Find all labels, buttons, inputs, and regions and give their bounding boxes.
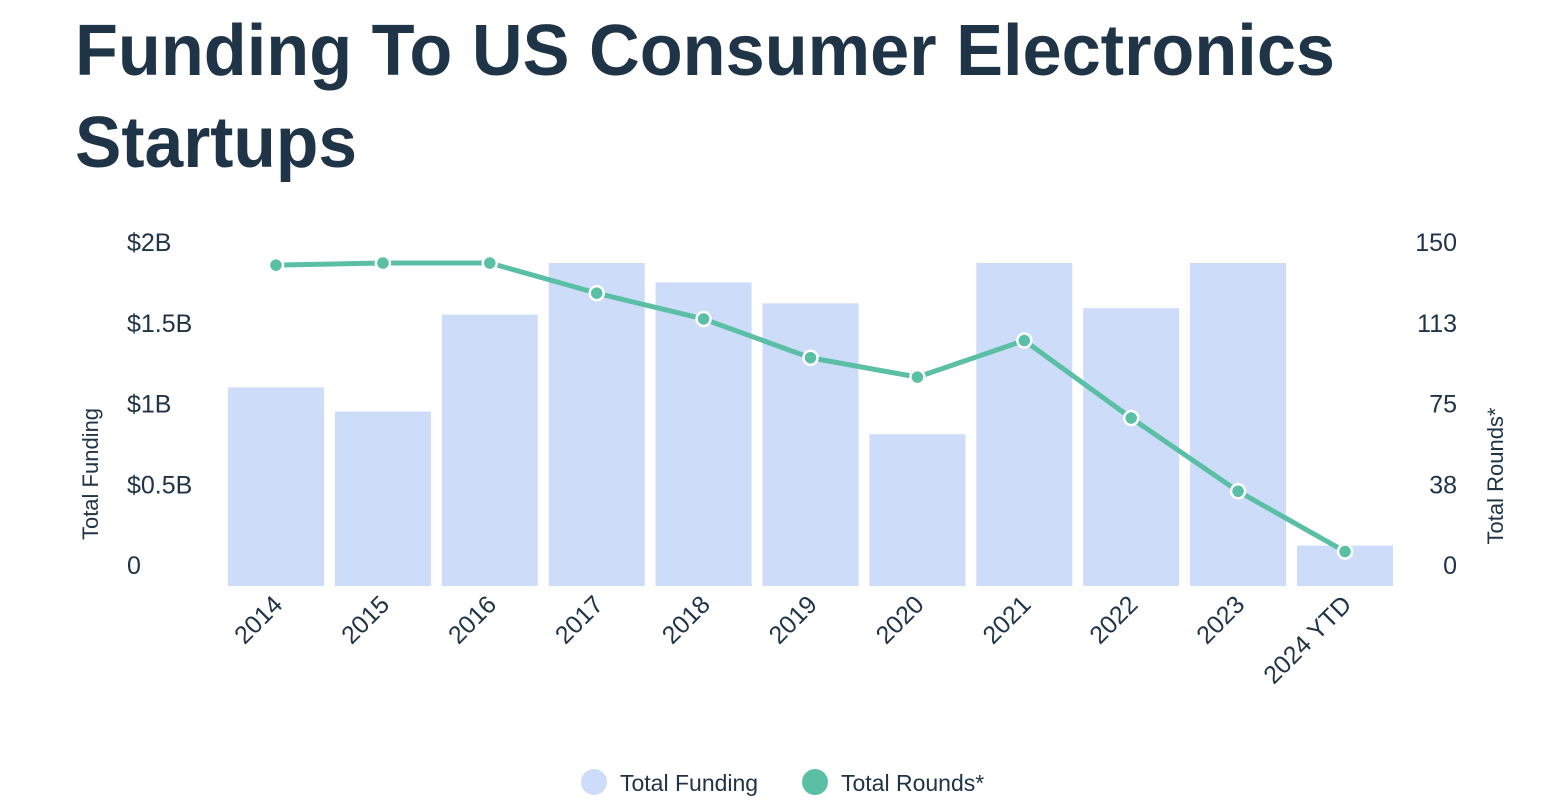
bar-series-total-funding (228, 263, 1393, 586)
left-tick-label-1-5b: $1.5B (127, 310, 192, 338)
right-tick-label-38: 38 (1429, 471, 1457, 499)
left-tick-label-1b: $1B (127, 391, 171, 419)
point-2016[interactable] (481, 254, 499, 272)
legend-swatch-total-funding (581, 769, 607, 795)
point-2015[interactable] (374, 254, 392, 272)
point-2024-ytd[interactable] (1336, 543, 1354, 560)
x-tick-label-2022: 2022 (1084, 590, 1143, 649)
x-axis: 2014 2015 2016 2017 2018 2019 2020 2021 2022 2023… (229, 590, 1357, 689)
chart-title-line-2: Startups (75, 103, 357, 183)
legend-label-total-rounds: Total Rounds* (841, 770, 984, 796)
bar-2023[interactable] (1190, 263, 1287, 586)
x-tick-label-2017: 2017 (550, 590, 609, 649)
left-tick-label-0-5b: $0.5B (127, 471, 192, 499)
bar-2022[interactable] (1083, 308, 1180, 586)
x-tick-label-2014: 2014 (229, 590, 288, 649)
right-axis-title: Total Rounds* (1483, 407, 1508, 544)
bar-2021[interactable] (976, 263, 1073, 586)
x-tick-label-2021: 2021 (977, 590, 1036, 649)
point-2022[interactable] (1122, 409, 1140, 427)
chart-title-line-1: Funding To US Consumer Electronics (75, 11, 1335, 91)
bar-2020[interactable] (869, 434, 966, 586)
bar-2015[interactable] (334, 411, 431, 586)
x-tick-label-2019: 2019 (764, 590, 823, 649)
right-tick-label-113: 113 (1417, 310, 1457, 338)
legend-swatch-total-rounds (802, 769, 828, 795)
point-2019[interactable] (802, 349, 819, 366)
legend-item-total-funding[interactable]: Total Funding (581, 769, 758, 796)
bar-2014[interactable] (228, 387, 324, 586)
point-2018[interactable] (695, 310, 712, 328)
line-series-total-rounds (267, 254, 1354, 560)
point-2023[interactable] (1229, 483, 1247, 500)
point-2014[interactable] (267, 256, 285, 274)
bar-2017[interactable] (548, 263, 645, 586)
point-2017[interactable] (588, 284, 605, 302)
x-tick-label-2023: 2023 (1191, 590, 1250, 649)
right-tick-label-150: 150 (1415, 229, 1457, 257)
left-axis: 0 $0.5B $1B $1.5B $2B (127, 229, 192, 580)
right-tick-label-0: 0 (1443, 552, 1457, 580)
point-2021[interactable] (1016, 332, 1033, 349)
x-tick-label-2016: 2016 (443, 590, 502, 649)
legend: Total Funding Total Rounds* (581, 769, 984, 796)
point-2020[interactable] (909, 368, 926, 386)
legend-item-total-rounds[interactable]: Total Rounds* (802, 769, 984, 796)
right-tick-label-75: 75 (1429, 391, 1457, 419)
x-tick-label-2015: 2015 (336, 590, 395, 649)
left-tick-label-2b: $2B (127, 229, 171, 257)
left-tick-label-0: 0 (127, 552, 141, 580)
x-tick-label-2024-ytd: 2024 YTD (1258, 590, 1357, 689)
right-axis: 0 38 75 113 150 (1415, 229, 1457, 580)
left-axis-title: Total Funding (78, 408, 103, 540)
x-tick-label-2018: 2018 (657, 590, 716, 649)
legend-label-total-funding: Total Funding (620, 770, 758, 796)
bar-2016[interactable] (441, 314, 538, 586)
x-tick-label-2020: 2020 (871, 590, 930, 649)
bar-2018[interactable] (655, 282, 752, 586)
